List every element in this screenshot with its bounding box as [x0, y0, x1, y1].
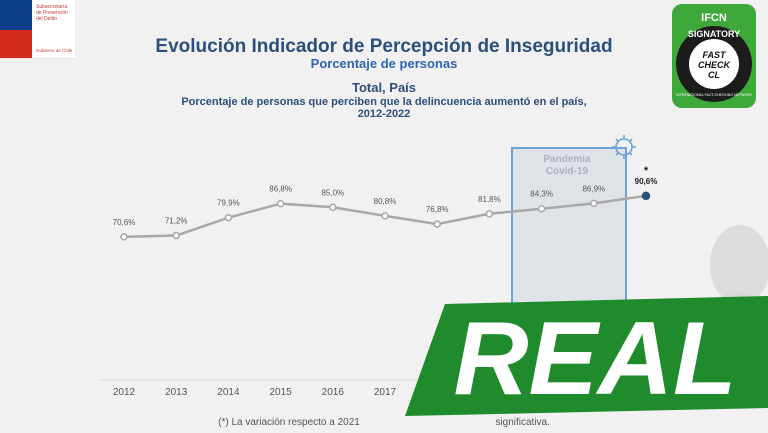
- data-label: 90,6%: [635, 177, 658, 186]
- badge-fast-text: FAST: [702, 50, 727, 60]
- ifcn-signatory-badge: IFCN SIGNATORY INTERNATIONAL FACT-CHECKI…: [672, 4, 756, 108]
- pandemic-label-line2: Covid-19: [546, 166, 589, 177]
- flag-blue-block: [0, 0, 32, 30]
- x-tick-label: 2012: [113, 387, 136, 398]
- significance-asterisk: *: [644, 165, 649, 177]
- data-point: [590, 199, 598, 208]
- chart-subtitle: Porcentaje de personas: [310, 56, 458, 71]
- chart-description: Porcentaje de personas que perciben que …: [0, 96, 768, 120]
- data-point: [172, 231, 180, 240]
- data-label: 85,0%: [321, 188, 344, 197]
- virus-icon: [612, 135, 636, 159]
- data-label: 84,3%: [530, 190, 553, 199]
- data-label: 80,8%: [374, 197, 397, 206]
- badge-check-text: CHECK: [698, 60, 732, 70]
- x-tick-labels: 2012 2013 2014 2015 2016 2017: [113, 387, 397, 398]
- x-tick-label: 2017: [374, 387, 397, 398]
- chart-title: Evolución Indicador de Percepción de Ins…: [155, 36, 613, 57]
- description-line-1: Porcentaje de personas que perciben que …: [181, 96, 587, 108]
- data-label: 71,2%: [165, 217, 188, 226]
- data-point: [433, 220, 441, 228]
- badge-ring-text: INTERNATIONAL FACT-CHECKING NETWORK: [676, 93, 753, 97]
- data-label: 81,8%: [478, 195, 501, 204]
- flag-red-block: [0, 30, 32, 58]
- description-line-2: 2012-2022: [357, 108, 411, 120]
- data-point: [276, 199, 285, 208]
- data-label: 86,8%: [269, 185, 292, 194]
- data-point: [485, 210, 494, 218]
- x-tick-label: 2016: [322, 387, 345, 398]
- real-stamp: REAL: [405, 296, 768, 416]
- stamp-background: [405, 296, 768, 416]
- x-tick-label: 2014: [217, 387, 240, 398]
- decorative-pear-shape: [710, 225, 768, 305]
- x-tick-label: 2015: [269, 387, 292, 398]
- badge-cl-text: CL: [708, 70, 720, 80]
- data-point: [381, 212, 389, 220]
- government-name: Gobierno de Chile: [36, 48, 73, 53]
- footnote: (*) La variación respecto a 2021 signifi…: [0, 417, 768, 428]
- badge-signatory-text: SIGNATORY: [688, 29, 740, 39]
- badge-center: [689, 39, 739, 89]
- badge-ifcn-text: IFCN: [701, 12, 727, 24]
- series-group: 70,6% 71,2% 79,9% 86,8% 85,0% 80,8% 76,8% 81,8%…: [113, 177, 658, 241]
- footnote-text: (*) La variación respecto a 2021: [218, 417, 360, 428]
- data-label: 76,8%: [426, 205, 449, 214]
- government-logo: Subsecretaría de Prevención del Delito G…: [0, 0, 75, 59]
- data-point: [641, 191, 651, 201]
- pandemic-label-line1: Pandemia: [543, 154, 591, 165]
- data-point: [224, 213, 233, 222]
- data-point: [329, 203, 337, 212]
- data-point: [120, 233, 128, 241]
- ministry-name: Subsecretaría de Prevención del Delito: [36, 4, 68, 22]
- x-tick-label: 2013: [165, 387, 188, 398]
- footnote-tail: significativa.: [495, 417, 550, 428]
- data-point: [537, 204, 546, 213]
- data-label: 86,9%: [582, 184, 605, 193]
- section-heading: Total, País: [351, 80, 417, 95]
- stamp-text: REAL: [453, 301, 736, 416]
- data-label: 79,9%: [217, 199, 240, 208]
- data-label: 70,6%: [113, 218, 136, 227]
